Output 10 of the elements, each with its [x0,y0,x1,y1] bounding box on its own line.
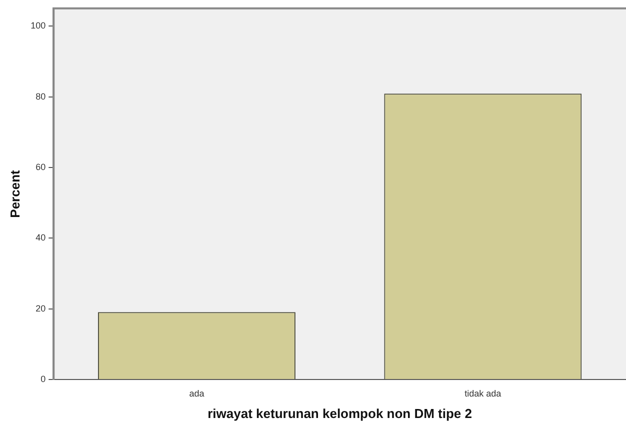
y-tick-label: 20 [36,303,46,314]
y-tick-label: 100 [30,20,46,31]
y-tick-label: 60 [36,162,46,172]
x-tick-label: tidak ada [464,388,502,398]
x-axis-title: riwayat keturunan kelompok non DM tipe 2 [208,406,472,421]
x-tick-label: ada [189,388,204,398]
y-axis-title: Percent [7,169,22,218]
y-tick-label: 0 [40,374,46,384]
y-tick-label: 40 [36,232,46,243]
y-tick-label: 80 [36,91,46,102]
